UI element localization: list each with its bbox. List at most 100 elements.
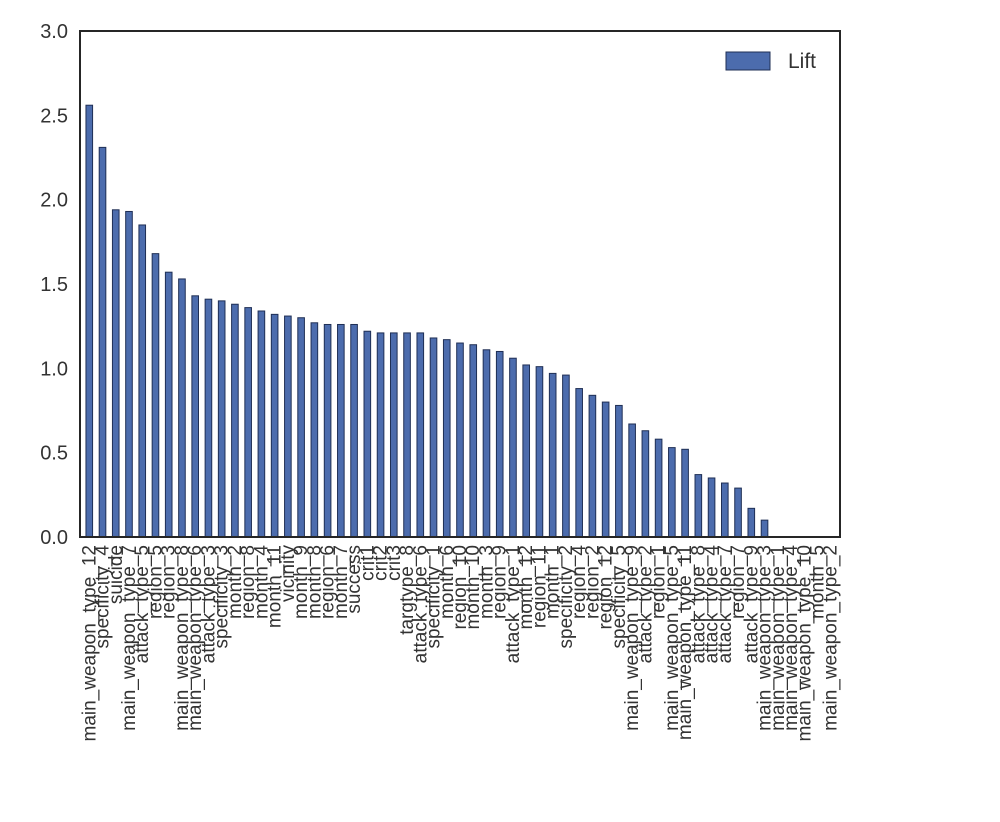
bar-main_weapon_type_12	[85, 104, 94, 538]
bar-region_7	[734, 487, 742, 538]
bar-region_8	[244, 307, 252, 538]
x-tick-label: vicinity	[278, 545, 299, 603]
bar-main_weapon_type_7	[125, 210, 133, 538]
x-tick-label: targtype_8	[397, 545, 418, 635]
x-tick-label: attack_type_5	[132, 545, 153, 663]
bar-month_10	[469, 344, 478, 538]
bar-attack_type_3	[204, 298, 213, 538]
x-tick-label: region_8	[238, 545, 259, 619]
x-tick-label: attack_type_9	[741, 545, 762, 663]
legend-swatch	[725, 51, 771, 71]
bar-success	[350, 323, 358, 538]
y-tick-label: 1.0	[40, 358, 68, 380]
bar-region_2	[588, 394, 597, 538]
x-tick-label: month_9	[291, 545, 312, 619]
bar-crit3	[389, 332, 398, 538]
legend-label: Lift	[788, 50, 816, 73]
x-tick-label: month_5	[807, 545, 828, 619]
x-tick-label: attack_type_7	[715, 545, 736, 663]
x-tick-label: month_8	[304, 545, 325, 619]
legend: Lift	[725, 50, 816, 73]
x-tick-label: month_12	[516, 545, 537, 630]
x-tick-label: main_weapon_type_2	[821, 545, 842, 731]
x-tick-label: month_10	[463, 545, 484, 630]
x-tick-label: main_weapon_type_12	[79, 545, 100, 742]
x-tick-label: specificity_1	[424, 545, 445, 649]
bar-month_2	[231, 303, 239, 538]
bar-vicinity	[284, 315, 292, 538]
bar-region_3	[164, 271, 173, 538]
plot-frame	[79, 30, 841, 538]
bar-main_weapon_type_11	[681, 448, 689, 538]
x-tick-label: main_weapon_type_3	[755, 545, 776, 731]
x-tick-label: region_6	[318, 545, 339, 619]
x-tick-label: region_12	[596, 545, 617, 630]
x-tick-label: attack_type_1	[503, 545, 524, 663]
x-tick-label: main_weapon_type_6	[185, 545, 206, 731]
bar-suicide	[111, 209, 120, 538]
bar-attack_type_4	[707, 477, 716, 538]
y-tick-label: 0.0	[40, 527, 68, 549]
x-tick-label: suicide	[106, 545, 127, 604]
x-tick-label: specificity_2	[556, 545, 577, 649]
bar-month_12	[522, 364, 531, 538]
x-tick-label: specificity_5	[609, 545, 630, 649]
x-tick-label: crit3	[384, 545, 405, 581]
bar-month_3	[482, 349, 491, 538]
bar-month_8	[310, 322, 319, 538]
bar-attack_type_9	[747, 507, 756, 538]
bar-specificity_5	[615, 404, 623, 538]
bar-region_4	[575, 388, 583, 538]
y-axis: 0.0 0.5 1.0 1.5 2.0 2.5 3.0	[40, 21, 68, 549]
x-tick-label: region_5	[145, 545, 166, 619]
bar-month_4	[257, 310, 266, 538]
x-tick-label: month_4	[251, 545, 272, 619]
plot-area	[79, 30, 841, 538]
y-tick-label: 0.5	[40, 443, 68, 465]
bar-month_1	[548, 372, 557, 538]
x-tick-label: region_2	[582, 545, 603, 619]
bar-attack_type_7	[721, 482, 729, 538]
x-tick-label: month_7	[331, 545, 352, 619]
y-tick-label: 2.0	[40, 190, 68, 212]
x-tick-label: attack_type_8	[688, 545, 709, 663]
bar-region_9	[495, 350, 504, 538]
x-tick-label: region_1	[649, 545, 670, 619]
bar-specificity_4	[98, 146, 107, 538]
bar-region_12	[601, 401, 610, 538]
x-tick-label: main_weapon_type_10	[794, 545, 815, 742]
x-tick-label: success	[344, 545, 365, 614]
bar-main_weapon_type_6	[191, 295, 200, 538]
x-tick-label: month_6	[437, 545, 458, 619]
x-tick-label: month_11	[265, 545, 286, 628]
bar-attack_type_5	[138, 224, 147, 538]
bar-specificity_1	[429, 337, 438, 538]
y-tick-label: 2.5	[40, 105, 68, 127]
bar-main_weapon_type_9	[628, 423, 636, 538]
bar-crit1	[363, 330, 372, 538]
bar-region_6	[323, 323, 332, 538]
x-tick-label: specificity_4	[93, 545, 114, 649]
x-tick-label: main_weapon_type_5	[662, 545, 683, 731]
x-tick-label: region_7	[728, 545, 749, 619]
bar-targtype_8	[403, 332, 411, 538]
x-tick-label: main_weapon_type_8	[172, 545, 193, 731]
x-tick-label: region_10	[450, 545, 471, 630]
bar-month_9	[297, 317, 305, 538]
x-tick-label: attack_type_2	[635, 545, 656, 663]
x-tick-label: month_1	[543, 545, 564, 619]
bar-main_weapon_type_3	[760, 519, 769, 538]
y-tick-label: 3.0	[40, 21, 68, 43]
x-tick-label: main_weapon_type_1	[768, 545, 789, 731]
x-tick-label: specificity_3	[212, 545, 233, 649]
bar-main_weapon_type_5	[668, 447, 676, 538]
bar-month_6	[442, 339, 451, 538]
bar-month_11	[270, 313, 279, 538]
x-tick-label: region_4	[569, 545, 590, 619]
x-tick-label: main_weapon_type_9	[622, 545, 643, 731]
x-tick-label: main_weapon_type_11	[675, 545, 696, 740]
bar-region_1	[654, 438, 663, 538]
bar-region_11	[535, 366, 544, 538]
bar-attack_type_8	[694, 474, 703, 538]
